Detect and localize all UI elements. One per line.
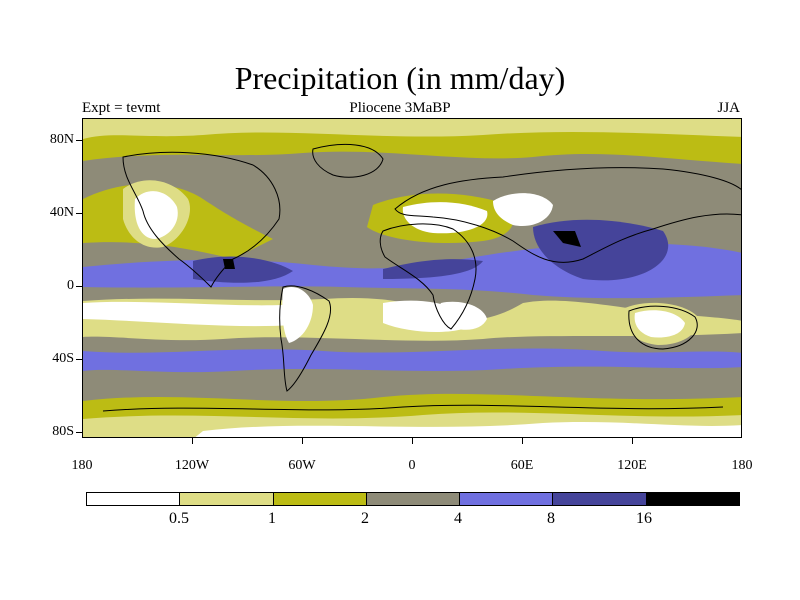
west-africa-wet xyxy=(383,259,483,279)
season-label: JJA xyxy=(717,100,740,116)
central-asia-dry xyxy=(493,193,553,227)
colorbar-segment xyxy=(180,493,274,505)
colorbar-segment xyxy=(460,493,554,505)
ne-pacific-dry xyxy=(134,191,178,239)
y-tick xyxy=(76,432,82,433)
colorbar xyxy=(86,492,740,506)
coastlines xyxy=(102,143,741,412)
lat-label-0: 0 xyxy=(67,278,74,293)
y-tick xyxy=(76,213,82,214)
x-tick xyxy=(522,438,523,444)
sahara-dry xyxy=(402,202,488,234)
colorbar-label-16: 16 xyxy=(636,510,652,527)
lon-label-120w: 120W xyxy=(174,458,210,473)
lat-label-80s: 80S xyxy=(52,424,74,439)
y-tick xyxy=(76,359,82,360)
colorbar-segment xyxy=(273,493,367,505)
lon-label-0: 0 xyxy=(408,458,416,473)
lon-label-60w: 60W xyxy=(288,458,316,473)
eurasia-outline xyxy=(394,167,741,263)
colorbar-segment xyxy=(366,493,461,505)
arctic-light-band xyxy=(83,119,741,139)
colorbar-label-4: 4 xyxy=(454,510,462,527)
lon-label-180w: 180 xyxy=(71,458,93,473)
southern-storm-track xyxy=(83,348,741,373)
australia-outline xyxy=(628,305,698,350)
monsoon-max xyxy=(553,231,581,247)
lon-label-120e: 120E xyxy=(617,458,647,473)
colorbar-segment xyxy=(87,493,181,505)
colorbar-segment xyxy=(553,493,647,505)
south-america-outline xyxy=(279,285,331,392)
north-america-outline xyxy=(122,151,281,288)
period-label: Pliocene 3MaBP xyxy=(349,100,451,116)
south-america-dry xyxy=(282,286,313,343)
lon-label-60e: 60E xyxy=(510,458,534,473)
y-tick xyxy=(76,286,82,287)
x-tick xyxy=(192,438,193,444)
colorbar-label-0-5: 0.5 xyxy=(169,510,189,527)
experiment-label: Expt = tevmt xyxy=(82,100,161,116)
y-tick xyxy=(76,140,82,141)
australia-dry xyxy=(634,310,685,338)
greenland-outline xyxy=(312,143,384,178)
lat-label-80n: 80N xyxy=(49,132,74,147)
south-pacific-dry xyxy=(83,301,312,327)
antarctic-white xyxy=(195,422,741,437)
lon-label-180e: 180 xyxy=(731,458,753,473)
x-tick xyxy=(632,438,633,444)
africa-outline xyxy=(379,223,477,330)
lat-label-40n: 40N xyxy=(49,205,74,220)
colorbar-label-1: 1 xyxy=(268,510,276,527)
x-tick xyxy=(302,438,303,444)
x-tick xyxy=(412,438,413,444)
colorbar-segment xyxy=(646,493,739,505)
precipitation-map xyxy=(82,118,742,438)
chart-title: Precipitation (in mm/day) xyxy=(234,60,566,96)
colorbar-label-8: 8 xyxy=(547,510,555,527)
map-svg xyxy=(83,119,741,437)
lat-label-40s: 40S xyxy=(52,351,74,366)
colorbar-label-2: 2 xyxy=(361,510,369,527)
southern-africa-dry xyxy=(438,301,487,330)
antarctica-outline xyxy=(102,404,724,412)
